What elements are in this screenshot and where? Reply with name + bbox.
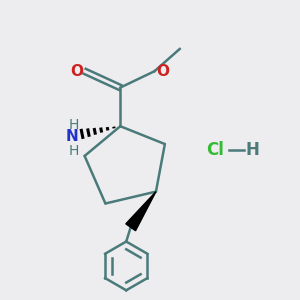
Text: O: O bbox=[156, 64, 169, 79]
Text: H: H bbox=[246, 141, 260, 159]
Polygon shape bbox=[126, 192, 156, 231]
Text: H: H bbox=[69, 118, 80, 132]
Text: O: O bbox=[70, 64, 83, 79]
Text: H: H bbox=[68, 145, 79, 158]
Text: Cl: Cl bbox=[206, 141, 224, 159]
Text: N: N bbox=[66, 129, 79, 144]
